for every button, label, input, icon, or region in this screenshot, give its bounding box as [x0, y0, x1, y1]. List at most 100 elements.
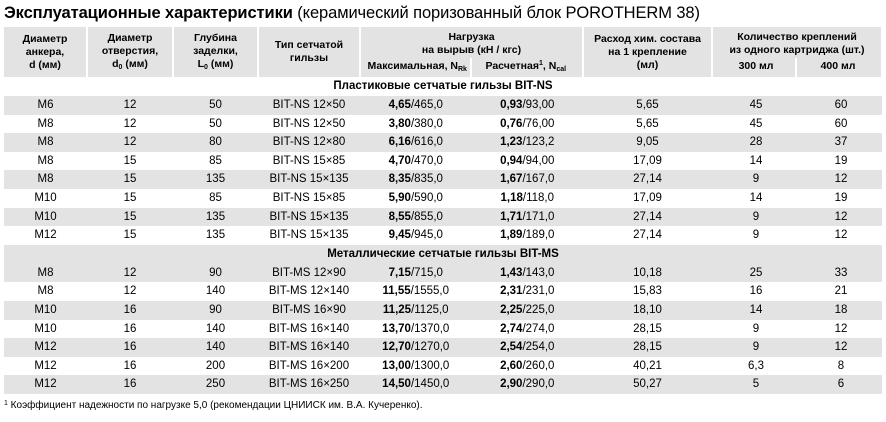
column-header-embedment-depth: Глубина заделки, L0 (мм): [173, 27, 259, 77]
header-line-3: (мл): [636, 58, 659, 71]
cell-sleeve-type: BIT-NS 15×85: [258, 188, 360, 208]
cell-fixings-400ml: 12: [800, 319, 882, 339]
table-row: M10 15 85 BIT-NS 15×85 5,90/590,0 1,18/118,0 1…: [4, 188, 882, 208]
cell-anchor-diameter: M8: [4, 170, 87, 189]
cell-embedment-depth: 140: [173, 338, 258, 357]
cell-embedment-depth: 90: [173, 300, 258, 320]
cell-chemical-consumption: 28,15: [583, 319, 712, 339]
cell-sleeve-type: BIT-MS 16×250: [258, 375, 360, 394]
cell-hole-diameter: 16: [87, 375, 173, 394]
table-header: Диаметр анкера, d (мм) Диаметр отверстия…: [4, 27, 883, 80]
cell-pullout-loads: 5,90/590,0 1,18/118,0: [360, 188, 583, 208]
header-line-3: d0 (мм): [112, 58, 148, 71]
cell-fixings-300ml: 14: [712, 151, 800, 171]
cell-embedment-depth: 200: [173, 356, 258, 376]
cell-chemical-consumption: 10,18: [583, 263, 712, 283]
cell-embedment-depth: 50: [173, 96, 258, 115]
header-line-1: Диаметр: [107, 32, 153, 44]
cell-anchor-diameter: M12: [4, 338, 87, 357]
cell-anchor-diameter: M8: [4, 133, 87, 152]
cell-sleeve-type: BIT-NS 12×50: [258, 114, 360, 134]
cell-sleeve-type: BIT-MS 16×200: [258, 356, 360, 376]
cell-fixings-300ml: 14: [712, 188, 800, 208]
cell-sleeve-type: BIT-MS 12×140: [258, 282, 360, 301]
column-header-chemical-consumption: Расход хим. состава на 1 крепление (мл): [583, 27, 713, 77]
cell-hole-diameter: 15: [87, 151, 173, 171]
table-row: M8 12 50 BIT-NS 12×50 3,80/380,0 0,76/76,00 5,…: [4, 114, 882, 134]
subheader-300ml: 300 мл: [715, 58, 797, 79]
table-row: M12 15 135 BIT-NS 15×135 9,45/945,0 1,89/189,…: [4, 226, 882, 245]
page-title-strong: Эксплуатационные характеристики: [4, 4, 293, 22]
cell-sleeve-type: BIT-NS 12×80: [258, 133, 360, 152]
cell-sleeve-type: BIT-MS 16×90: [258, 300, 360, 320]
cell-hole-diameter: 16: [87, 356, 173, 376]
header-line-1: Глубина: [194, 32, 237, 44]
cell-sleeve-type: BIT-NS 15×135: [258, 226, 360, 245]
cell-pullout-loads: 4,70/470,0 0,94/94,00: [360, 151, 583, 171]
cell-pullout-loads: 9,45/945,0 1,89/189,0: [360, 226, 583, 245]
cell-chemical-consumption: 17,09: [583, 151, 712, 171]
cell-chemical-consumption: 17,09: [583, 188, 712, 208]
cell-chemical-consumption: 5,65: [583, 96, 712, 115]
cell-pullout-loads: 8,55/855,0 1,71/171,0: [360, 207, 583, 227]
cell-fixings-300ml: 5: [712, 375, 800, 394]
cell-hole-diameter: 12: [87, 263, 173, 283]
table-row: M6 12 50 BIT-NS 12×50 4,65/465,0 0,93/93,00 5,…: [4, 96, 882, 115]
cell-fixings-400ml: 60: [800, 114, 882, 134]
table-row: M10 16 90 BIT-MS 16×90 11,25/1125,0 2,25/225,…: [4, 300, 882, 320]
cell-fixings-300ml: 28: [712, 133, 800, 152]
column-header-sleeve-type: Тип сетчатой гильзы: [258, 27, 361, 77]
cell-hole-diameter: 16: [87, 338, 173, 357]
cell-fixings-300ml: 6,3: [712, 356, 800, 376]
cell-chemical-consumption: 27,14: [583, 207, 712, 227]
cell-anchor-diameter: M6: [4, 96, 87, 115]
cell-fixings-400ml: 18: [800, 300, 882, 320]
header-line-3: L0 (мм): [197, 58, 234, 71]
cell-chemical-consumption: 27,14: [583, 226, 712, 245]
cell-embedment-depth: 90: [173, 263, 258, 283]
header-line-3: d (мм): [29, 58, 61, 71]
table-row: M10 16 140 BIT-MS 16×140 13,70/1370,0 2,74/27…: [4, 319, 882, 339]
cell-embedment-depth: 80: [173, 133, 258, 152]
cell-anchor-diameter: M10: [4, 188, 87, 208]
subheader-400ml: 400 мл: [820, 60, 856, 72]
subheader-max-load: Максимальная, NRk: [363, 58, 472, 80]
cell-fixings-400ml: 12: [800, 170, 882, 189]
cell-chemical-consumption: 40,21: [583, 356, 712, 376]
cell-fixings-400ml: 21: [800, 282, 882, 301]
cell-embedment-depth: 85: [173, 188, 258, 208]
cell-pullout-loads: 8,35/835,0 1,67/167,0: [360, 170, 583, 189]
cell-anchor-diameter: M8: [4, 282, 87, 301]
cell-sleeve-type: BIT-NS 15×85: [258, 151, 360, 171]
cell-anchor-diameter: M8: [4, 114, 87, 134]
cell-fixings-400ml: 19: [800, 151, 882, 171]
section-heading-label: Пластиковые сетчатые гильзы BIT-NS: [4, 77, 882, 96]
cell-hole-diameter: 12: [87, 282, 173, 301]
section-heading-row: Металлические сетчатые гильзы BIT-MS: [4, 244, 882, 264]
header-line-2: на 1 крепление: [608, 45, 687, 58]
cell-pullout-loads: 12,70/1270,0 2,54/254,0: [360, 338, 583, 357]
column-header-anchor-diameter: Диаметр анкера, d (мм): [4, 27, 88, 77]
cell-fixings-400ml: 60: [800, 96, 882, 115]
cell-sleeve-type: BIT-MS 12×90: [258, 263, 360, 283]
cell-hole-diameter: 15: [87, 226, 173, 245]
page-title: Эксплуатационные характеристики (керамич…: [4, 2, 882, 24]
cell-hole-diameter: 12: [87, 96, 173, 115]
cell-fixings-400ml: 8: [800, 356, 882, 376]
page-title-normal: (керамический поризованный блок POROTHER…: [292, 4, 700, 22]
cell-fixings-400ml: 33: [800, 263, 882, 283]
header-line-2: анкера,: [25, 45, 65, 58]
header-line-1: Расход хим. состава: [594, 32, 701, 45]
cell-anchor-diameter: M12: [4, 356, 87, 376]
header-line-2: гильзы: [289, 52, 329, 64]
cell-hole-diameter: 15: [87, 207, 173, 227]
cell-anchor-diameter: M8: [4, 151, 87, 171]
cell-hole-diameter: 15: [87, 188, 173, 208]
header-line-2: отверстия,: [101, 45, 159, 57]
table-row: M12 16 250 BIT-MS 16×250 14,50/1450,0 2,90/29…: [4, 375, 882, 394]
column-header-fixings-per-cartridge: Количество креплений из одного картриджа…: [712, 27, 883, 79]
cell-sleeve-type: BIT-MS 16×140: [258, 338, 360, 357]
cell-chemical-consumption: 28,15: [583, 338, 712, 357]
table-row: M8 12 140 BIT-MS 12×140 11,55/1555,0 2,31/231…: [4, 282, 882, 301]
